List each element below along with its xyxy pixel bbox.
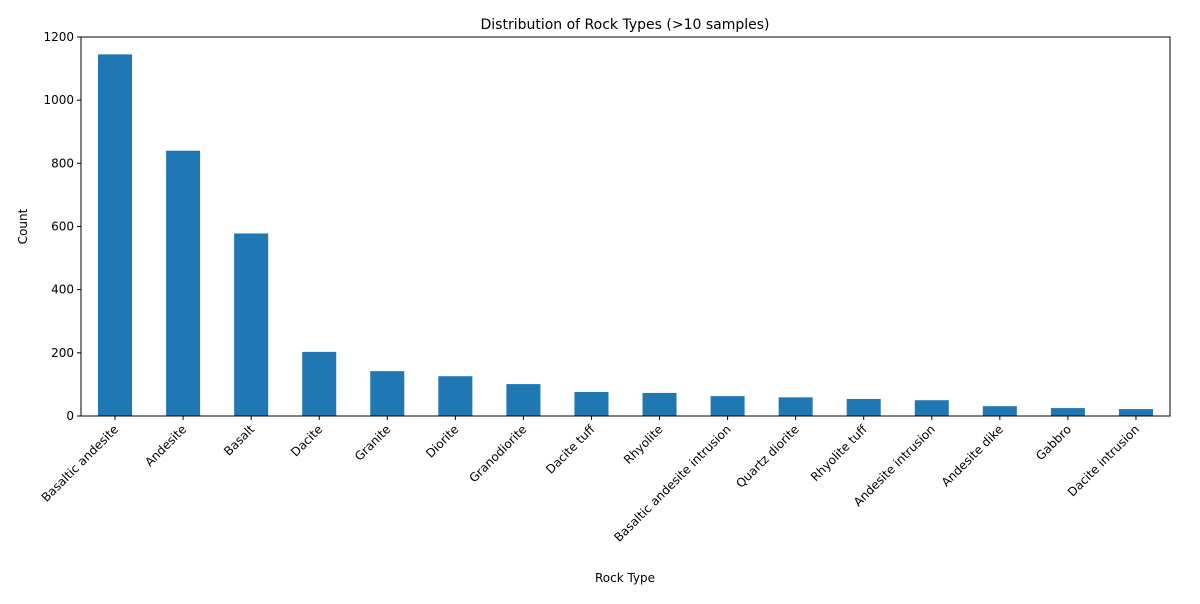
bar	[914, 400, 949, 416]
bar	[234, 233, 269, 416]
y-tick-label: 600	[51, 220, 74, 234]
bar	[1050, 408, 1085, 416]
x-tick-label: Quartz diorite	[733, 422, 801, 490]
x-tick-label: Granite	[352, 422, 393, 463]
x-tick-label: Basalt	[221, 422, 257, 458]
y-tick-label: 800	[51, 156, 74, 170]
y-tick-label: 200	[51, 346, 74, 360]
x-tick-label: Dacite intrusion	[1065, 422, 1142, 499]
bar	[982, 406, 1017, 416]
bar	[778, 397, 813, 416]
bar	[438, 376, 473, 416]
x-tick-label: Gabbro	[1033, 422, 1074, 463]
y-tick-label: 1000	[43, 93, 74, 107]
y-tick-label: 0	[66, 409, 74, 423]
x-tick-label: Andesite dike	[939, 422, 1006, 489]
x-tick-label: Granodiorite	[466, 422, 529, 485]
x-tick-label: Rhyolite	[621, 422, 666, 467]
bar	[302, 351, 337, 416]
bar	[642, 392, 677, 416]
bars-group	[98, 54, 1153, 416]
x-tick-label: Basaltic andesite	[39, 422, 121, 504]
x-tick-label: Rhyolite tuff	[808, 422, 870, 484]
y-axis-title: Count	[16, 208, 30, 244]
x-axis-title: Rock Type	[595, 571, 655, 585]
plot-frame	[80, 36, 1171, 417]
chart-title: Distribution of Rock Types (>10 samples)	[480, 17, 769, 33]
bar	[370, 371, 405, 416]
bar	[1118, 409, 1153, 416]
bar	[846, 398, 881, 416]
x-tick-label: Basaltic andesite intrusion	[611, 422, 733, 544]
bar	[166, 150, 201, 416]
y-tick-label: 1200	[43, 30, 74, 44]
bar	[574, 391, 609, 416]
x-tick-label: Andesite	[142, 422, 189, 469]
x-axis: Basaltic andesite Andesite Basalt Dacite Gra…	[39, 416, 1142, 545]
y-axis: 0 200 400 600 800 1000 1200	[43, 30, 81, 423]
x-tick-label: Dacite	[288, 422, 325, 459]
bar	[506, 384, 541, 416]
bar	[98, 54, 133, 416]
x-tick-label: Diorite	[423, 422, 461, 460]
x-tick-label: Dacite tuff	[543, 422, 598, 477]
y-tick-label: 400	[51, 283, 74, 297]
bar	[710, 396, 745, 416]
